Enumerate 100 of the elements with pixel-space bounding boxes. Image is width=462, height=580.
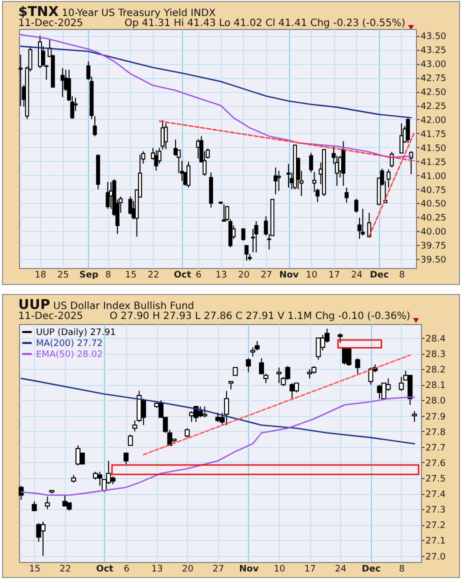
y-tick-label: 27.3 [426, 506, 446, 516]
candlestick [222, 204, 226, 222]
candlestick [93, 116, 98, 138]
candlestick [45, 496, 50, 510]
candlestick [76, 444, 81, 466]
candlestick [60, 68, 65, 98]
candlestick [338, 332, 343, 344]
y-tick-label: 27.4 [426, 490, 446, 500]
candlestick [244, 244, 249, 262]
y-tick-label: 39.50 [420, 256, 447, 266]
candlestick [154, 150, 158, 172]
candlestick [399, 376, 404, 392]
x-tick-label: 10 [274, 564, 286, 574]
candlestick [307, 368, 312, 379]
candlestick [254, 220, 259, 254]
y-tick-label: 28.1 [426, 381, 446, 392]
y-tick-label: 40.00 [420, 228, 447, 238]
x-tick-label: 8 [399, 270, 406, 281]
y-tick-label: 41.25 [420, 158, 447, 168]
y-tick-label: 43.50 [420, 32, 447, 42]
candlestick [186, 162, 191, 188]
x-tick-label: 27 [212, 564, 224, 574]
x-tick-label: 18 [35, 270, 47, 281]
y-tick-label: 40.50 [420, 200, 447, 210]
y-tick-label: 27.0 [426, 552, 446, 562]
y-tick-label: 43.00 [420, 60, 447, 70]
candlestick [246, 358, 252, 373]
y-tick-label: 27.2 [426, 521, 446, 532]
candlestick [277, 170, 282, 192]
x-tick-label: 24 [335, 564, 347, 574]
candlestick [290, 382, 295, 400]
y-tick-label: 42.50 [420, 88, 447, 98]
candlestick [18, 485, 24, 500]
x-tick-label: 8 [399, 564, 406, 574]
candlestick [312, 172, 317, 193]
candlestick [309, 152, 314, 174]
x-tick-label: Nov [280, 270, 300, 281]
x-tick-label: 20 [238, 270, 250, 281]
candlestick [286, 164, 291, 188]
chart-subtitle: 11-Dec-2025 [18, 18, 84, 30]
candlestick [128, 434, 134, 446]
candlestick [32, 500, 38, 512]
y-tick-label: 28.4 [426, 334, 446, 344]
text: Op 41.31 Hi 41.43 Lo 41.02 Cl 41.41 Chg -0.23 (-0.55%) [124, 18, 406, 30]
x-tick-label: Oct [174, 270, 192, 281]
legend-label: EMA(50) 28.02 [36, 350, 104, 360]
x-tick-label: 15 [125, 270, 137, 281]
candlestick [342, 348, 348, 365]
x-tick-label: 22 [60, 564, 72, 574]
y-tick-label: 28.2 [426, 366, 446, 376]
candlestick [185, 428, 190, 438]
line-series [20, 378, 416, 444]
x-tick-label: 27 [260, 270, 272, 281]
line-series [20, 46, 412, 119]
x-tick-label: Dec [362, 564, 382, 574]
chart-title: UUP US Dollar Index Bullish Fund [18, 296, 194, 312]
x-tick-label: 6 [196, 270, 202, 281]
y-tick-label: 28.0 [426, 396, 446, 407]
y-tick-label: 27.7 [426, 443, 446, 454]
y-tick-label: 27.8 [426, 428, 446, 438]
candlestick [242, 228, 246, 242]
x-tick-label: 22 [148, 270, 160, 281]
x-tick-label: 6 [124, 564, 130, 574]
y-tick-label: 41.50 [420, 144, 447, 154]
candlestick [196, 138, 200, 160]
legend-label: UUP (Daily) 27.91 [36, 328, 116, 338]
x-tick-label: 24 [351, 270, 364, 281]
candlestick [62, 494, 68, 506]
y-tick-label: 42.75 [420, 74, 447, 84]
candlestick [124, 452, 129, 464]
candlestick [128, 196, 133, 216]
candlestick [160, 120, 165, 150]
x-tick-label: 10 [306, 270, 318, 281]
x-tick-label: Nov [239, 564, 260, 574]
y-tick-label: 27.1 [426, 536, 446, 547]
candlestick [18, 54, 23, 107]
candlestick [106, 182, 110, 210]
y-tick-label: 40.25 [420, 214, 447, 224]
y-tick-label: 27.9 [426, 412, 446, 422]
y-tick-label: 40.75 [420, 186, 447, 196]
chart-subtitle: 11-Dec-2025 [18, 310, 84, 322]
candlestick [355, 358, 360, 374]
candlestick [400, 123, 404, 154]
x-tick-label: 15 [29, 564, 41, 574]
candlestick [406, 118, 410, 144]
x-tick-label: 25 [58, 270, 70, 281]
x-tick-label: Sep [80, 270, 100, 281]
x-tick-label: 13 [152, 564, 164, 574]
x-tick-label: 17 [328, 270, 340, 281]
x-tick-label: 20 [182, 564, 194, 574]
x-tick-label: 13 [216, 270, 228, 281]
candlestick [377, 384, 382, 400]
legend-label: MA(200) 27.72 [36, 339, 104, 349]
x-tick-label: 8 [106, 270, 112, 281]
candlestick [368, 367, 374, 386]
candlestick [361, 208, 366, 236]
y-tick-label: 28.3 [426, 350, 446, 360]
candlestick [174, 139, 178, 157]
chart-title: $TNX 10-Year US Treasury Yield INDX [18, 4, 216, 20]
candlestick [412, 410, 418, 422]
